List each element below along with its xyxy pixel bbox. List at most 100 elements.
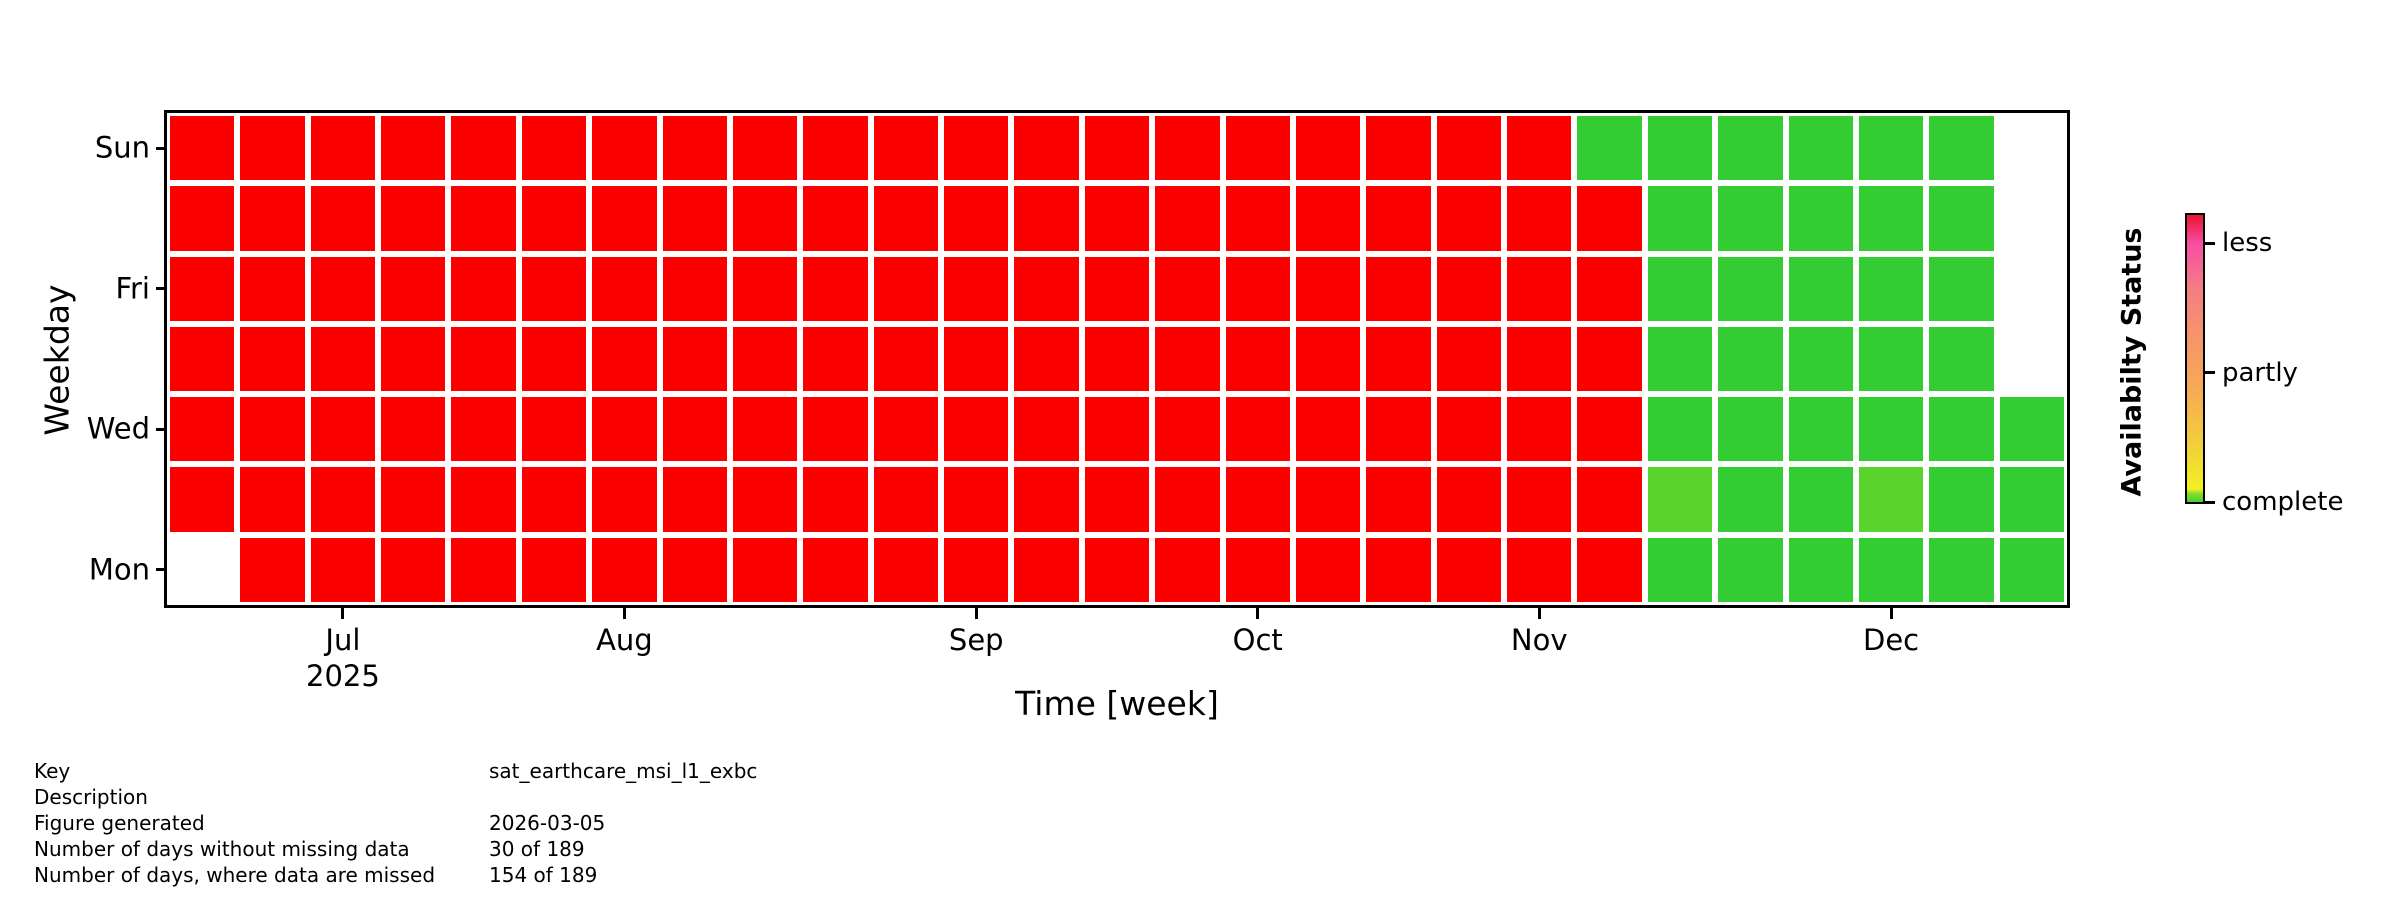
heatmap-cell [1788, 467, 1853, 532]
colorbar-tick-label: partly [2222, 357, 2298, 388]
heatmap-cell [592, 116, 657, 181]
heatmap-cell [1647, 537, 1713, 602]
heatmap-cell [1225, 537, 1290, 602]
heatmap-cell [451, 256, 516, 321]
heatmap-cell [1929, 397, 1994, 462]
stats-row-value: 30 of 189 [489, 837, 585, 861]
heatmap-cell [310, 537, 376, 602]
y-axis-title: Weekday [37, 284, 77, 436]
heatmap-cell [1507, 397, 1572, 462]
heatmap-cell [732, 256, 798, 321]
heatmap-cell [310, 467, 376, 532]
heatmap-cell [240, 326, 305, 392]
colorbar-gradient [2187, 215, 2203, 502]
colorbar-tick-label: complete [2222, 487, 2344, 517]
heatmap-cell [1647, 256, 1713, 321]
heatmap-cell [732, 186, 798, 251]
heatmap-cell [1436, 537, 1502, 602]
heatmap-cell [310, 397, 376, 462]
stats-row: Number of days without missing data 30 of… [34, 836, 585, 862]
heatmap-cell [1155, 326, 1220, 392]
heatmap-cell [662, 537, 727, 602]
heatmap-cell [1366, 397, 1431, 462]
heatmap-cell [310, 186, 376, 251]
heatmap-cell [1788, 256, 1853, 321]
y-tick-label: Fri [115, 271, 150, 306]
heatmap-cell [1366, 537, 1431, 602]
heatmap-cell [1858, 397, 1924, 462]
heatmap-cell [1014, 116, 1079, 181]
heatmap-cell [1436, 467, 1502, 532]
heatmap-cell [662, 326, 727, 392]
heatmap-cell [1858, 116, 1924, 181]
heatmap-cell [1718, 256, 1783, 321]
heatmap-cell [1155, 186, 1220, 251]
heatmap-cell [1577, 256, 1642, 321]
heatmap-cell [310, 326, 376, 392]
heatmap-cell [592, 397, 657, 462]
x-tick-mark [622, 608, 626, 619]
heatmap-cell [521, 326, 587, 392]
heatmap-cell [1647, 326, 1713, 392]
heatmap-cell [1084, 186, 1150, 251]
heatmap-cell [1577, 186, 1642, 251]
heatmap-cell [662, 467, 727, 532]
heatmap-cell [1929, 467, 1994, 532]
stats-row-label: Number of days without missing data [34, 837, 410, 861]
heatmap-cell [1647, 397, 1713, 462]
heatmap-cell [1366, 256, 1431, 321]
heatmap-cell [240, 397, 305, 462]
heatmap-cell [381, 467, 446, 532]
heatmap-cell [1225, 186, 1290, 251]
heatmap-cell [1647, 116, 1713, 181]
x-axis-title: Time [week] [1015, 684, 1219, 723]
heatmap-cell [662, 256, 727, 321]
heatmap-cell [170, 467, 235, 532]
heatmap-cell [1577, 116, 1642, 181]
y-tick-mark [156, 287, 167, 291]
heatmap-cell [381, 186, 446, 251]
x-tick-month: Oct [1232, 623, 1283, 657]
heatmap-cell [521, 256, 587, 321]
x-tick-label: Sep [949, 622, 1004, 658]
heatmap-cell [1155, 116, 1220, 181]
heatmap-cell [1366, 186, 1431, 251]
heatmap-cell [1647, 186, 1713, 251]
heatmap-cell [1507, 256, 1572, 321]
heatmap-cell [170, 326, 235, 392]
heatmap-cell [1014, 326, 1079, 392]
heatmap-cell [381, 326, 446, 392]
heatmap-cell [1295, 186, 1361, 251]
x-tick-label: Nov [1511, 622, 1568, 658]
heatmap-cell [1718, 537, 1783, 602]
heatmap-cell [381, 397, 446, 462]
heatmap-cell [1014, 467, 1079, 532]
colorbar-title: Availabilty Status [2116, 227, 2148, 497]
colorbar [2185, 213, 2205, 504]
stats-row-label: Figure generated [34, 811, 205, 835]
heatmap-cell [1225, 397, 1290, 462]
heatmap-cell [451, 116, 516, 181]
heatmap-cell [1295, 256, 1361, 321]
heatmap-cell [310, 116, 376, 181]
plot-border [164, 110, 2070, 608]
heatmap-cell [1014, 186, 1079, 251]
stats-row: Description [34, 784, 435, 810]
stats-row-value: 154 of 189 [489, 863, 598, 887]
heatmap-cell [1436, 116, 1502, 181]
heatmap-cell [1295, 467, 1361, 532]
heatmap-cell [592, 537, 657, 602]
stats-row-label: Description [34, 785, 148, 809]
heatmap-cell [1718, 326, 1783, 392]
heatmap-cell [1366, 467, 1431, 532]
heatmap-cell [1577, 326, 1642, 392]
heatmap-cell [944, 537, 1009, 602]
heatmap-cell [1999, 537, 2064, 602]
heatmap-cell [944, 116, 1009, 181]
heatmap-cell [592, 467, 657, 532]
heatmap-cell [944, 256, 1009, 321]
x-tick-mark [974, 608, 978, 619]
heatmap-cell [803, 116, 868, 181]
colorbar-tick-mark [2205, 241, 2215, 245]
heatmap-cell [1718, 467, 1783, 532]
